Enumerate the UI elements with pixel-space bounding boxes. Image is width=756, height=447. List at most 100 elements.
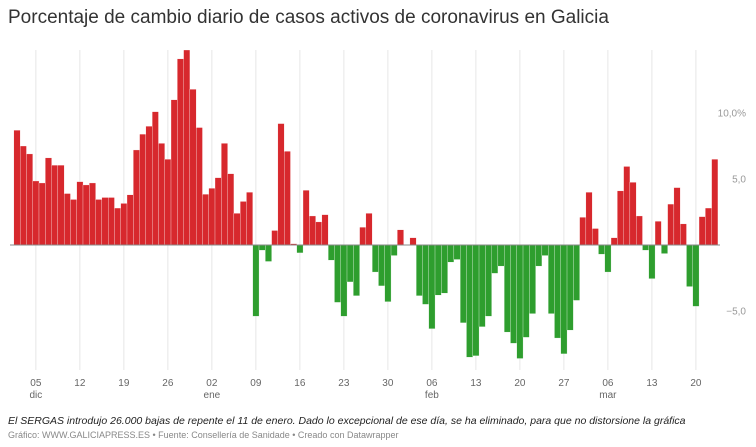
- bar-24-feb[interactable]: [541, 244, 549, 256]
- bar-9-mar[interactable]: [623, 166, 631, 246]
- bar-27-feb[interactable]: [560, 244, 568, 355]
- bar-16-feb[interactable]: [491, 244, 499, 274]
- bar-28-feb[interactable]: [566, 244, 574, 331]
- bar-2-dic[interactable]: [13, 130, 21, 246]
- bar-22-dic[interactable]: [139, 133, 147, 246]
- bar-19-dic[interactable]: [120, 203, 128, 246]
- bar-11-feb[interactable]: [460, 244, 467, 324]
- bar-10-feb[interactable]: [453, 244, 461, 260]
- bar-6-dic[interactable]: [38, 182, 46, 246]
- bar-19-mar[interactable]: [686, 244, 693, 287]
- bar-22-ene[interactable]: [334, 244, 341, 303]
- bar-6-ene[interactable]: [233, 213, 241, 246]
- bar-15-dic[interactable]: [95, 199, 103, 246]
- bar-27-dic[interactable]: [170, 99, 178, 246]
- bar-7-dic[interactable]: [45, 157, 52, 246]
- bar-12-feb[interactable]: [466, 244, 473, 358]
- bar-18-dic[interactable]: [114, 207, 121, 246]
- bar-11-dic[interactable]: [70, 199, 77, 246]
- bar-13-dic[interactable]: [82, 184, 90, 246]
- bar-23-dic[interactable]: [145, 126, 153, 246]
- bar-16-dic[interactable]: [101, 197, 109, 246]
- bar-20-dic[interactable]: [126, 194, 134, 246]
- bar-5-ene[interactable]: [227, 173, 235, 246]
- bar-19-ene[interactable]: [315, 221, 323, 246]
- bar-6-mar[interactable]: [604, 244, 612, 273]
- bar-21-ene[interactable]: [328, 244, 335, 261]
- bar-20-feb[interactable]: [516, 244, 524, 359]
- bar-21-feb[interactable]: [522, 244, 530, 338]
- bar-22-feb[interactable]: [529, 244, 536, 314]
- bar-25-feb[interactable]: [548, 244, 555, 314]
- bar-6-feb[interactable]: [428, 244, 436, 329]
- bar-10-mar[interactable]: [629, 182, 637, 246]
- bar-7-feb[interactable]: [434, 244, 442, 296]
- bar-15-mar[interactable]: [661, 244, 668, 254]
- bar-16-ene[interactable]: [296, 244, 304, 254]
- bar-24-ene[interactable]: [346, 244, 354, 283]
- bar-5-mar[interactable]: [598, 244, 605, 255]
- bar-31-ene[interactable]: [390, 244, 398, 256]
- bar-8-mar[interactable]: [617, 190, 624, 246]
- bar-8-feb[interactable]: [441, 244, 448, 294]
- bar-12-mar[interactable]: [642, 244, 649, 251]
- bar-10-ene[interactable]: [258, 244, 266, 251]
- bar-25-dic[interactable]: [158, 143, 165, 246]
- bar-29-dic[interactable]: [183, 49, 191, 246]
- bar-7-mar[interactable]: [610, 237, 618, 246]
- bar-14-ene[interactable]: [284, 151, 291, 246]
- bar-12-dic[interactable]: [76, 181, 84, 246]
- bar-31-dic[interactable]: [195, 127, 203, 246]
- bar-21-mar[interactable]: [698, 216, 706, 246]
- bar-22-mar[interactable]: [705, 207, 712, 246]
- bar-23-feb[interactable]: [535, 244, 543, 267]
- bar-26-ene[interactable]: [359, 227, 367, 246]
- bar-9-ene[interactable]: [252, 244, 260, 317]
- bar-4-feb[interactable]: [416, 244, 423, 296]
- bar-25-ene[interactable]: [353, 244, 360, 296]
- bar-9-dic[interactable]: [57, 164, 65, 246]
- bar-30-ene[interactable]: [384, 244, 392, 302]
- bar-17-mar[interactable]: [673, 187, 681, 246]
- bar-21-dic[interactable]: [133, 149, 140, 246]
- bar-10-dic[interactable]: [63, 193, 71, 246]
- bar-4-dic[interactable]: [26, 153, 33, 246]
- bar-3-mar[interactable]: [585, 192, 593, 246]
- bar-1-ene[interactable]: [202, 194, 209, 246]
- bar-17-dic[interactable]: [108, 197, 115, 246]
- bar-1-mar[interactable]: [573, 244, 580, 301]
- bar-14-mar[interactable]: [654, 221, 662, 246]
- bar-28-dic[interactable]: [177, 58, 184, 246]
- bar-17-ene[interactable]: [302, 190, 310, 246]
- bar-11-mar[interactable]: [636, 215, 643, 246]
- bar-27-ene[interactable]: [365, 213, 373, 246]
- bar-5-dic[interactable]: [32, 180, 40, 246]
- bar-3-feb[interactable]: [409, 237, 417, 246]
- bar-11-ene[interactable]: [265, 244, 272, 262]
- bar-8-dic[interactable]: [51, 164, 59, 246]
- bar-20-ene[interactable]: [321, 214, 329, 246]
- bar-18-mar[interactable]: [680, 223, 687, 246]
- bar-14-dic[interactable]: [89, 182, 96, 246]
- bar-12-ene[interactable]: [271, 230, 279, 246]
- bar-2-ene[interactable]: [208, 188, 216, 246]
- bar-26-feb[interactable]: [554, 244, 561, 339]
- bar-16-mar[interactable]: [667, 203, 675, 246]
- bar-3-ene[interactable]: [214, 177, 222, 246]
- bar-18-ene[interactable]: [309, 215, 316, 246]
- bar-1-feb[interactable]: [397, 229, 404, 246]
- bar-13-mar[interactable]: [648, 244, 656, 279]
- bar-9-feb[interactable]: [447, 244, 455, 263]
- bar-23-ene[interactable]: [340, 244, 348, 317]
- bar-24-dic[interactable]: [151, 111, 159, 246]
- bar-28-ene[interactable]: [372, 244, 379, 273]
- bar-30-dic[interactable]: [189, 89, 197, 246]
- bar-5-feb[interactable]: [422, 244, 429, 305]
- bar-17-feb[interactable]: [497, 244, 505, 267]
- bar-7-ene[interactable]: [239, 201, 247, 246]
- bar-18-feb[interactable]: [504, 244, 511, 333]
- bar-29-ene[interactable]: [378, 244, 385, 287]
- bar-3-dic[interactable]: [19, 145, 27, 246]
- bar-13-ene[interactable]: [277, 123, 285, 246]
- bar-14-feb[interactable]: [478, 244, 486, 327]
